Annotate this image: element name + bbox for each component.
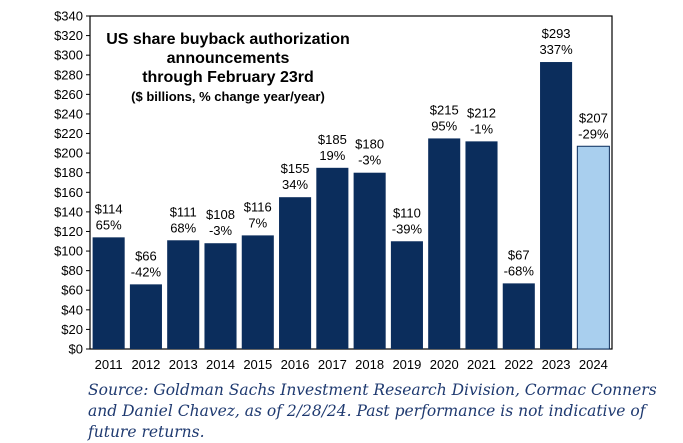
y-tick-label: $160 [54, 185, 83, 200]
bar-2014 [204, 243, 237, 349]
y-tick-label: $200 [54, 146, 83, 161]
bar-pct-label: -1% [470, 121, 494, 136]
y-tick-label: $20 [61, 322, 83, 337]
y-tick-label: $240 [54, 106, 83, 121]
bar-2019 [390, 241, 423, 349]
bar-pct-label: -3% [358, 153, 382, 168]
bar-value-label: $293 [542, 26, 571, 41]
x-tick-label: 2012 [131, 357, 160, 372]
chart-subtitle: ($ billions, % change year/year) [131, 89, 325, 104]
bar-value-label: $66 [135, 248, 157, 263]
y-tick-label: $260 [54, 87, 83, 102]
chart-title: US share buyback authorization announcem… [106, 31, 350, 104]
bar-2017 [316, 167, 349, 349]
plot-frame [89, 15, 613, 350]
x-tick-label: 2014 [206, 357, 235, 372]
bar-pct-label: -68% [504, 263, 535, 278]
bar-pct-label: 68% [170, 220, 196, 235]
bar-value-label: $108 [206, 207, 235, 222]
chart-title-line-2: announcements [167, 50, 290, 67]
bar-value-label: $114 [95, 201, 123, 216]
bar-value-label: $180 [355, 137, 384, 152]
bar-pct-label: 34% [282, 177, 308, 192]
bar-series [92, 62, 610, 350]
y-tick-label: $100 [54, 244, 83, 259]
bar-value-label: $116 [244, 199, 272, 214]
bar-2015 [241, 235, 274, 349]
y-tick-label: $140 [54, 204, 83, 219]
bar-pct-label: 65% [96, 217, 122, 232]
chart-title-line-3: through February 23rd [142, 69, 314, 86]
x-axis: 2011 2012 2013 2014 2015 2016 2017 2018 2019 2020… [95, 357, 608, 372]
bar-value-label: $185 [318, 132, 347, 147]
x-tick-label: 2024 [579, 357, 608, 372]
y-tick-label: $320 [54, 28, 83, 43]
y-tick-label: $40 [61, 302, 83, 317]
y-tick-label: $80 [61, 263, 83, 278]
bar-2022 [502, 283, 535, 349]
bar-value-label: $215 [430, 102, 459, 117]
y-tick-label: $300 [54, 48, 83, 63]
x-tick-label: 2013 [169, 357, 198, 372]
y-tick-label: $120 [54, 224, 83, 239]
bar-2024 [576, 145, 610, 350]
bar-pct-label: -39% [392, 221, 423, 236]
bar-value-label: $212 [467, 105, 496, 120]
bar-2016 [279, 197, 312, 349]
y-axis: $0 $20 $40 $60 $80 $100 $120 $140 $160 $180 $200 $2… [54, 9, 90, 357]
y-tick-label: $60 [61, 283, 83, 298]
x-tick-label: 2022 [504, 357, 533, 372]
bar-2013 [167, 240, 200, 349]
bar-pct-label: -3% [209, 223, 233, 238]
bar-2020 [428, 138, 461, 349]
bar-pct-label: -42% [131, 264, 162, 279]
bar-pct-label: 19% [319, 148, 345, 163]
y-tick-label: $340 [54, 9, 83, 24]
bar-pct-label: 7% [248, 215, 267, 230]
y-tick-label: $0 [69, 342, 83, 357]
x-tick-label: 2016 [281, 357, 310, 372]
bar-2023 [540, 62, 573, 350]
bar-value-label: $207 [579, 110, 608, 125]
bar-value-label: $111 [170, 204, 197, 219]
x-tick-label: 2017 [318, 357, 347, 372]
x-tick-label: 2011 [95, 357, 123, 372]
chart-title-line-1: US share buyback authorization [106, 31, 350, 48]
bar-2018 [353, 172, 386, 349]
y-tick-label: $180 [54, 165, 83, 180]
bar-value-label: $110 [393, 205, 421, 220]
bar-data-labels: $11465%$66-42%$11168%$108-3%$1167%$15534… [95, 26, 609, 279]
bar-pct-label: 337% [539, 42, 573, 57]
y-tick-label: $280 [54, 67, 83, 82]
x-tick-label: 2023 [542, 357, 571, 372]
x-tick-label: 2020 [430, 357, 459, 372]
bar-value-label: $67 [508, 247, 530, 262]
bar-pct-label: -29% [578, 126, 609, 141]
bar-2012 [129, 284, 162, 349]
x-tick-label: 2015 [243, 357, 272, 372]
x-tick-label: 2018 [355, 357, 384, 372]
y-tick-label: $220 [54, 126, 83, 141]
x-tick-label: 2019 [392, 357, 421, 372]
bar-value-label: $155 [281, 161, 310, 176]
x-tick-label: 2021 [467, 357, 496, 372]
bar-2021 [465, 141, 498, 349]
bar-2011 [92, 237, 125, 349]
bar-pct-label: 95% [431, 118, 457, 133]
source-note: Source: Goldman Sachs Investment Researc… [88, 381, 657, 441]
